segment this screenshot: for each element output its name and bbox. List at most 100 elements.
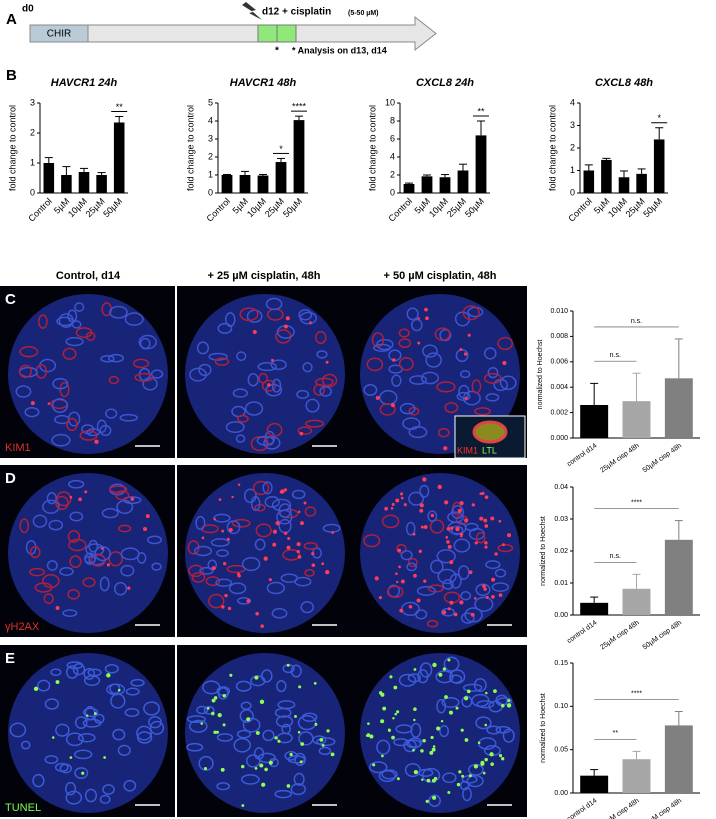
signal-dot bbox=[447, 544, 452, 549]
signal-dot bbox=[280, 489, 285, 494]
tubule bbox=[363, 384, 378, 396]
tubule bbox=[46, 560, 58, 571]
signal-dot bbox=[106, 673, 111, 678]
signal-dot bbox=[474, 541, 478, 545]
signal-dot bbox=[418, 549, 422, 553]
inset-tubule bbox=[472, 420, 508, 444]
tubule bbox=[146, 535, 163, 545]
signal-dot bbox=[448, 710, 453, 715]
signal-dot bbox=[455, 706, 459, 710]
tubule bbox=[59, 763, 73, 774]
signal-dot bbox=[254, 675, 259, 680]
signal-dot bbox=[311, 551, 315, 556]
signal-dot bbox=[264, 767, 268, 772]
tubule bbox=[487, 366, 499, 379]
chart-title: HAVCR1 24h bbox=[51, 77, 118, 89]
column-header: + 50 µM cisplatin, 48h bbox=[383, 270, 496, 282]
tubule bbox=[66, 417, 78, 432]
y-tick-label: 3 bbox=[30, 97, 35, 107]
tubule bbox=[409, 375, 428, 385]
tubule bbox=[71, 320, 82, 329]
y-tick-label: 5 bbox=[208, 97, 213, 107]
treatment-box bbox=[257, 24, 278, 43]
y-axis-label: normalized to Hoechst bbox=[537, 340, 544, 410]
tubule bbox=[189, 719, 208, 733]
signal-dot bbox=[215, 730, 219, 734]
signal-dot bbox=[255, 611, 259, 616]
signal-dot bbox=[447, 790, 451, 794]
tubule bbox=[430, 559, 444, 574]
signal-dot bbox=[297, 730, 301, 734]
signal-dot bbox=[286, 784, 291, 788]
signal-dot bbox=[55, 680, 60, 684]
tubule bbox=[250, 675, 266, 687]
signal-dot bbox=[490, 762, 494, 767]
tubule bbox=[240, 774, 260, 785]
organoid bbox=[8, 653, 168, 813]
tubule bbox=[276, 680, 287, 693]
tubule bbox=[475, 583, 491, 597]
signal-dot bbox=[47, 402, 51, 405]
stain-label: KIM1 bbox=[5, 442, 31, 454]
tubule bbox=[494, 568, 507, 578]
tubule bbox=[62, 609, 78, 617]
signal-dot bbox=[464, 738, 469, 742]
bar bbox=[622, 401, 651, 438]
tubule bbox=[44, 755, 59, 765]
tubule bbox=[439, 328, 452, 342]
tubule bbox=[109, 305, 128, 319]
x-tick-label: 25µM bbox=[263, 196, 286, 219]
signal-dot bbox=[413, 668, 417, 671]
signal-dot bbox=[69, 495, 73, 499]
tubule bbox=[216, 549, 229, 557]
signal-dot bbox=[425, 799, 429, 804]
signal-dot bbox=[261, 782, 266, 787]
signal-dot bbox=[484, 757, 488, 762]
bar bbox=[239, 175, 251, 193]
tubule bbox=[136, 552, 147, 564]
signal-dot bbox=[400, 496, 404, 500]
signal-dot bbox=[81, 771, 85, 775]
tubule bbox=[143, 701, 160, 716]
signal-dot bbox=[303, 501, 307, 505]
bar bbox=[601, 159, 612, 193]
y-tick-label: 2 bbox=[208, 151, 213, 161]
tubule bbox=[86, 428, 101, 437]
signal-dot bbox=[246, 717, 251, 722]
signal-dot bbox=[498, 754, 503, 758]
chart-title: HAVCR1 48h bbox=[230, 77, 297, 89]
tubule bbox=[68, 538, 87, 552]
inset-label: KIM1 bbox=[457, 445, 478, 455]
tubule bbox=[321, 373, 338, 388]
tubule bbox=[398, 673, 417, 687]
x-tick-label: 50µM bbox=[463, 196, 486, 219]
tubule bbox=[88, 539, 99, 553]
tubule bbox=[150, 369, 164, 379]
tubule bbox=[464, 607, 483, 623]
signal-dot bbox=[464, 518, 469, 523]
signal-dot bbox=[300, 742, 305, 746]
signal-dot bbox=[391, 358, 396, 362]
dose-label: (5-50 µM) bbox=[348, 10, 378, 17]
tubule bbox=[52, 377, 69, 390]
tubule bbox=[93, 713, 105, 724]
signal-dot bbox=[443, 446, 448, 451]
tubule bbox=[486, 725, 502, 735]
bar bbox=[580, 602, 609, 615]
signal-dot bbox=[103, 756, 106, 759]
signal-dot bbox=[424, 307, 428, 312]
signal-dot bbox=[246, 599, 251, 603]
tubule bbox=[18, 364, 32, 379]
treatment-box bbox=[276, 24, 297, 43]
signal-dot bbox=[502, 360, 507, 366]
bar bbox=[403, 184, 415, 193]
tubule bbox=[242, 717, 261, 733]
significance-label: ** bbox=[116, 102, 124, 112]
signal-dot bbox=[437, 484, 442, 490]
tubule bbox=[497, 543, 514, 553]
signal-dot bbox=[431, 778, 436, 783]
signal-dot bbox=[267, 383, 271, 387]
bar bbox=[664, 725, 693, 793]
signal-dot bbox=[395, 580, 399, 584]
tubule bbox=[459, 780, 470, 791]
